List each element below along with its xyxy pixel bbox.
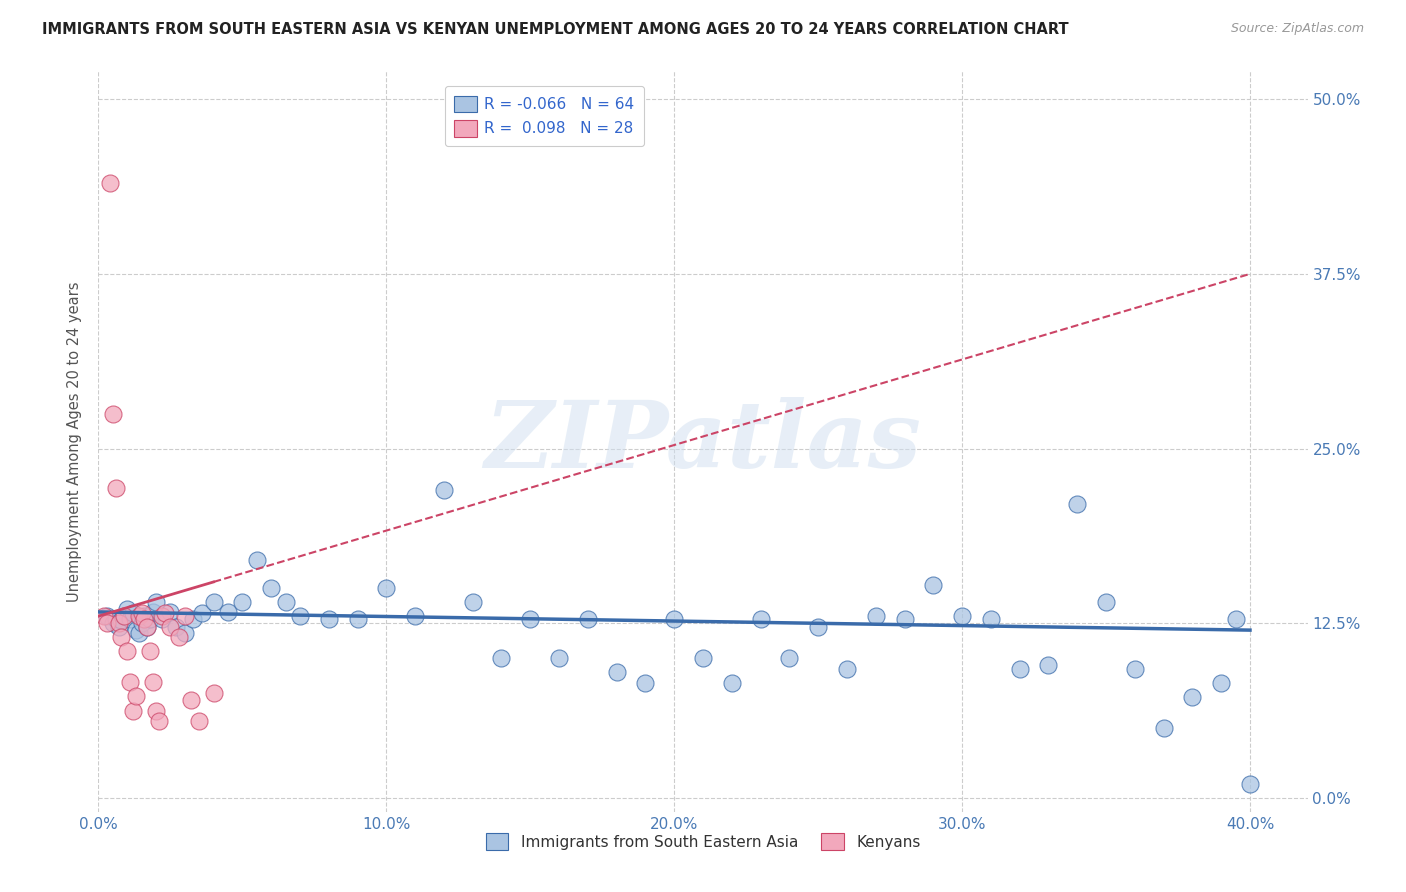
Point (131, 616, 153, 631)
Point (139, 612, 162, 626)
Point (134, 612, 156, 626)
Point (576, 612, 599, 626)
Point (1153, 721, 1175, 735)
Point (159, 605, 181, 619)
Point (98, 176, 121, 190)
Point (165, 620, 187, 634)
Point (980, 612, 1002, 626)
Text: Source: ZipAtlas.com: Source: ZipAtlas.com (1230, 22, 1364, 36)
Point (110, 613, 132, 627)
Point (115, 602, 138, 616)
Point (115, 644, 138, 658)
Point (93, 609, 115, 624)
Point (122, 607, 145, 621)
Point (104, 481, 127, 495)
Point (183, 612, 205, 626)
Point (96, 616, 118, 631)
Point (1066, 497, 1088, 511)
Point (375, 581, 398, 595)
Point (749, 612, 772, 626)
Point (173, 626, 195, 640)
Point (720, 676, 742, 690)
Point (606, 665, 628, 679)
Point (150, 609, 173, 624)
Point (346, 612, 368, 626)
Point (142, 605, 165, 619)
Point (519, 612, 541, 626)
Point (145, 704, 167, 718)
Point (107, 616, 129, 631)
Point (1181, 690, 1204, 705)
Point (778, 651, 800, 665)
Point (288, 609, 311, 624)
Point (404, 609, 426, 624)
Point (191, 607, 214, 621)
Point (260, 581, 283, 595)
Point (692, 651, 714, 665)
Point (664, 612, 686, 626)
Point (491, 651, 513, 665)
Legend: Immigrants from South Eastern Asia, Kenyans: Immigrants from South Eastern Asia, Keny… (479, 827, 927, 856)
Point (107, 620, 129, 634)
Point (231, 595, 253, 609)
Point (202, 595, 225, 609)
Point (110, 630, 132, 644)
Point (1095, 595, 1118, 609)
Point (145, 595, 167, 609)
Point (835, 662, 858, 676)
Point (950, 609, 973, 624)
Point (139, 644, 162, 658)
Point (548, 651, 571, 665)
Point (125, 623, 148, 637)
Point (202, 686, 225, 700)
Point (159, 620, 181, 634)
Point (104, 612, 127, 626)
Point (274, 595, 297, 609)
Point (120, 612, 142, 626)
Point (173, 609, 195, 624)
Point (167, 630, 190, 644)
Point (142, 674, 165, 689)
Point (807, 620, 830, 634)
Point (1008, 662, 1031, 676)
Point (101, 616, 124, 631)
Point (136, 620, 159, 634)
Point (112, 609, 135, 624)
Point (150, 612, 173, 626)
Text: ZIPatlas: ZIPatlas (485, 397, 921, 486)
Point (188, 714, 211, 728)
Point (128, 626, 150, 640)
Point (1211, 676, 1233, 690)
Point (433, 483, 456, 498)
Text: IMMIGRANTS FROM SOUTH EASTERN ASIA VS KENYAN UNEMPLOYMENT AMONG AGES 20 TO 24 YE: IMMIGRANTS FROM SOUTH EASTERN ASIA VS KE… (42, 22, 1069, 37)
Point (1239, 777, 1261, 791)
Point (246, 553, 269, 567)
Point (131, 607, 153, 621)
Point (112, 609, 135, 624)
Y-axis label: Unemployment Among Ages 20 to 24 years: Unemployment Among Ages 20 to 24 years (67, 281, 83, 602)
Point (125, 689, 148, 703)
Point (148, 714, 170, 728)
Point (128, 609, 150, 624)
Point (634, 676, 657, 690)
Point (101, 407, 124, 421)
Point (318, 612, 340, 626)
Point (120, 674, 142, 689)
Point (122, 704, 145, 718)
Point (153, 607, 176, 621)
Point (180, 693, 202, 707)
Point (1123, 662, 1146, 676)
Point (461, 595, 484, 609)
Point (1038, 658, 1060, 673)
Point (893, 612, 915, 626)
Point (134, 609, 156, 624)
Point (865, 609, 887, 624)
Point (96, 609, 118, 624)
Point (217, 605, 239, 619)
Point (922, 578, 945, 592)
Point (1225, 612, 1247, 626)
Point (136, 620, 159, 634)
